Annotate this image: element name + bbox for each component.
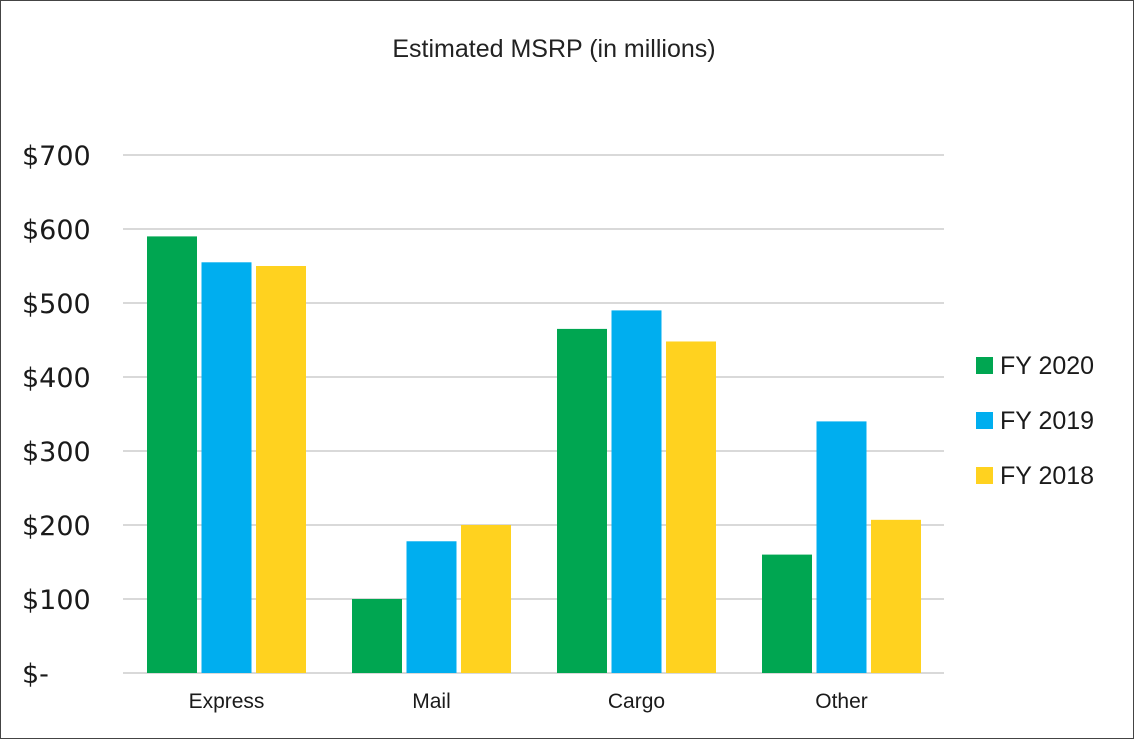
x-tick-label: Express	[189, 690, 265, 713]
bar-express-fy-2019	[201, 262, 252, 673]
y-tick-label: $700	[22, 141, 91, 172]
bar-other-fy-2020	[762, 554, 812, 673]
y-tick-label: $300	[22, 437, 91, 468]
y-axis-ticks: $- $100 $200 $300 $400 $500 $600 $700	[22, 141, 91, 690]
legend-label: FY 2018	[1000, 462, 1094, 490]
x-tick-label: Other	[815, 690, 868, 713]
bar-express-fy-2018	[256, 266, 306, 673]
legend: FY 2020 FY 2019 FY 2018	[976, 352, 1094, 490]
y-tick-label: $-	[22, 659, 49, 690]
y-tick-label: $600	[22, 215, 91, 246]
legend-swatch	[976, 467, 993, 484]
bar-cargo-fy-2018	[666, 341, 716, 673]
bar-mail-fy-2019	[406, 541, 457, 673]
bar-cargo-fy-2020	[557, 328, 607, 673]
y-tick-label: $500	[22, 289, 91, 320]
x-tick-label: Mail	[412, 690, 451, 713]
chart-title: Estimated MSRP (in millions)	[392, 35, 715, 63]
x-tick-label: Cargo	[608, 690, 665, 713]
legend-label: FY 2019	[1000, 407, 1094, 435]
y-tick-label: $400	[22, 363, 91, 394]
bar-other-fy-2018	[871, 519, 921, 673]
legend-label: FY 2020	[1000, 352, 1094, 380]
y-tick-label: $200	[22, 511, 91, 542]
x-axis-ticks: Express Mail Cargo Other	[189, 690, 868, 713]
bar-other-fy-2019	[816, 421, 867, 673]
bars	[147, 236, 921, 673]
y-tick-label: $100	[22, 585, 91, 616]
bar-express-fy-2020	[147, 236, 197, 673]
bar-mail-fy-2018	[461, 525, 511, 673]
bar-cargo-fy-2019	[611, 310, 662, 673]
legend-swatch	[976, 357, 993, 374]
bar-mail-fy-2020	[352, 599, 402, 673]
legend-swatch	[976, 412, 993, 429]
